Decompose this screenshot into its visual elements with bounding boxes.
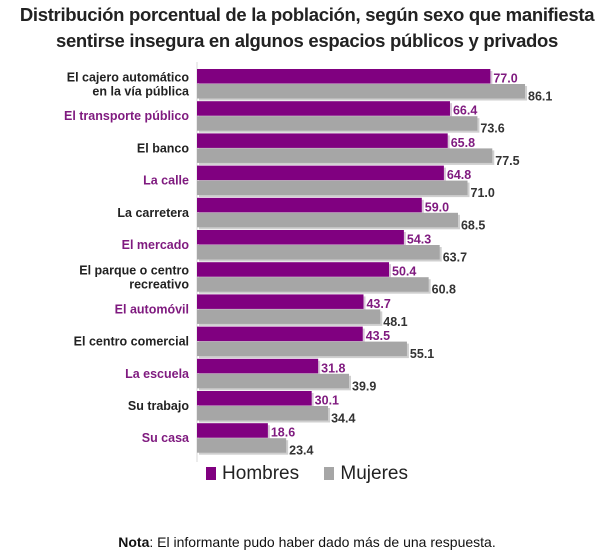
data-label-mujeres: 86.1 — [528, 90, 552, 104]
bar-hombres — [197, 101, 450, 116]
bar-hombres — [197, 326, 363, 342]
category-label: El centro comercial — [74, 335, 189, 349]
category-label: Su trabajo — [128, 399, 189, 413]
bar-mujeres — [197, 277, 429, 292]
category-label: Su casa — [142, 431, 190, 445]
data-label-hombres: 31.8 — [321, 361, 345, 375]
legend: Hombres Mujeres — [0, 463, 614, 485]
bar-mujeres — [197, 84, 526, 99]
data-label-mujeres: 23.4 — [289, 444, 313, 458]
bar-mujeres — [197, 341, 407, 357]
category-label: recreativo — [129, 278, 189, 292]
bar-hombres — [197, 391, 312, 406]
bar-mujeres — [197, 212, 458, 228]
legend-item-hombres: Hombres — [206, 463, 299, 485]
data-label-mujeres: 55.1 — [410, 347, 434, 361]
bar-hombres — [197, 230, 404, 245]
chart-title-line-1: Distribución porcentual de la población,… — [19, 4, 595, 25]
data-label-hombres: 65.8 — [451, 136, 475, 150]
data-label-mujeres: 73.6 — [480, 122, 504, 136]
category-label: El cajero automático — [67, 71, 190, 85]
bar-mujeres — [197, 148, 493, 163]
data-label-mujeres: 63.7 — [443, 251, 467, 265]
category-label: El mercado — [122, 238, 190, 252]
data-label-hombres: 66.4 — [453, 104, 477, 118]
data-label-mujeres: 60.8 — [432, 283, 456, 297]
legend-label-mujeres: Mujeres — [340, 463, 408, 484]
data-label-hombres: 59.0 — [425, 200, 449, 214]
data-label-mujeres: 34.4 — [331, 412, 355, 426]
bar-hombres — [197, 358, 319, 374]
data-label-hombres: 43.7 — [366, 297, 390, 311]
data-label-hombres: 30.1 — [315, 394, 339, 408]
bar-mujeres — [197, 406, 329, 421]
note-label: Nota — [118, 534, 150, 550]
data-label-hombres: 50.4 — [392, 265, 416, 279]
data-label-hombres: 64.8 — [447, 168, 471, 182]
category-label: La escuela — [125, 367, 190, 381]
bar-hombres — [197, 262, 390, 277]
data-label-mujeres: 77.5 — [495, 154, 519, 168]
note-text: : El informante pudo haber dado más de u… — [149, 534, 496, 550]
data-label-hombres: 18.6 — [271, 426, 295, 440]
category-label: en la vía pública — [92, 85, 190, 99]
data-label-mujeres: 39.9 — [352, 379, 376, 393]
chart-title-line-2: sentirse insegura en algunos espacios pú… — [55, 30, 559, 51]
footnote: Nota: El informante pudo haber dado más … — [0, 534, 614, 550]
bar-mujeres — [197, 373, 350, 389]
category-label: El parque o centro — [79, 264, 189, 278]
bar-hombres — [197, 197, 422, 213]
category-label: La carretera — [117, 206, 190, 220]
data-label-hombres: 54.3 — [407, 233, 431, 247]
data-label-mujeres: 71.0 — [471, 186, 495, 200]
legend-swatch-hombres — [206, 467, 217, 480]
category-label: El banco — [137, 141, 189, 155]
category-label: El automóvil — [115, 302, 189, 316]
bar-mujeres — [197, 245, 440, 260]
bar-hombres — [197, 69, 491, 84]
bar-hombres — [197, 165, 444, 181]
bar-mujeres — [197, 309, 381, 324]
data-label-mujeres: 68.5 — [461, 218, 485, 232]
data-label-hombres: 43.5 — [366, 329, 390, 343]
data-label-hombres: 77.0 — [493, 72, 517, 86]
category-label: El transporte público — [64, 109, 189, 123]
legend-label-hombres: Hombres — [222, 463, 300, 484]
legend-item-mujeres: Mujeres — [324, 463, 408, 485]
bar-mujeres — [197, 438, 287, 453]
bar-hombres — [197, 133, 448, 148]
bar-hombres — [197, 294, 364, 309]
bar-mujeres — [197, 180, 468, 196]
bar-hombres — [197, 423, 268, 438]
data-label-mujeres: 48.1 — [383, 315, 407, 329]
legend-swatch-mujeres — [324, 467, 335, 480]
bar-mujeres — [197, 116, 478, 131]
category-label: La calle — [143, 174, 189, 188]
